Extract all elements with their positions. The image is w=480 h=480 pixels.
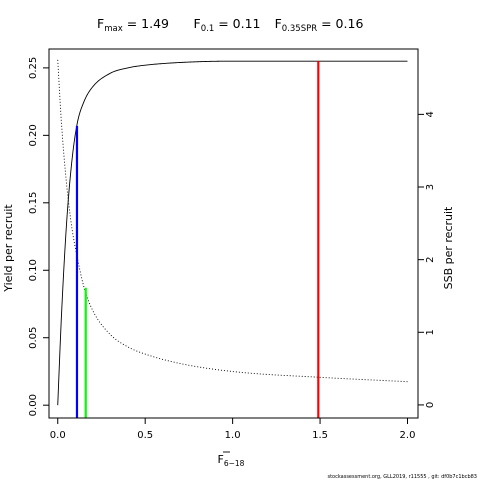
footer-version: stockassessment.org, GLL2019, r11555 , g… — [327, 474, 477, 480]
y-axis-left-label: Yield per recruit — [2, 204, 15, 293]
x-tick-label: 1.0 — [225, 430, 241, 441]
series-layer — [57, 59, 408, 406]
y-right-tick-label: 4 — [425, 111, 436, 117]
title-fmax: Fmax = 1.49 — [97, 16, 169, 34]
y-left-tick-label: 0.25 — [28, 57, 39, 79]
y-left-tick-label: 0.10 — [28, 259, 39, 281]
x-tick-label: 1.5 — [312, 430, 328, 441]
y-right-tick-label: 3 — [425, 184, 436, 190]
y-left-tick-label: 0.00 — [28, 394, 39, 416]
y-right-tick-label: 0 — [425, 402, 436, 408]
yield-per-recruit-line — [57, 60, 408, 406]
reference-lines-layer — [75, 61, 320, 418]
y-axis-right-label: SSB per recruit — [442, 206, 455, 289]
title-f01: F0.1 = 0.11 — [194, 16, 261, 34]
title-f035spr: F0.35SPR = 0.16 — [275, 16, 364, 34]
ssb-per-recruit-line — [57, 59, 408, 383]
y-right-tick-label: 1 — [425, 329, 436, 335]
y-right-tick-label: 2 — [425, 256, 436, 262]
y-left-tick-label: 0.15 — [28, 192, 39, 214]
axes-layer: 0.0 0.5 1.0 1.5 2.0 0.00 0.05 0.10 0.15 0.20 0.25 0… — [28, 57, 436, 441]
x-tick-label: 0.0 — [50, 430, 66, 441]
x-axis-label: F6−18 — [218, 453, 245, 468]
x-tick-label: 2.0 — [400, 430, 416, 441]
y-left-tick-label: 0.20 — [28, 124, 39, 146]
y-left-tick-label: 0.05 — [28, 327, 39, 349]
plot-frame — [48, 48, 419, 419]
x-tick-label: 0.5 — [137, 430, 153, 441]
